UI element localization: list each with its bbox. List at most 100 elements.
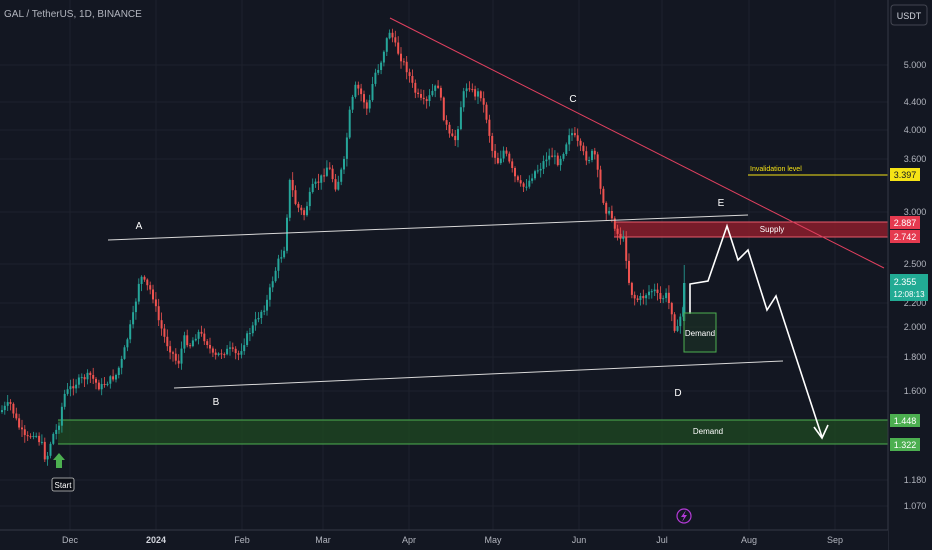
candle-body [519, 180, 522, 184]
candle-body [325, 167, 328, 176]
candle-body [539, 168, 542, 171]
candle-body [596, 154, 599, 170]
candle-body [23, 429, 26, 436]
candle-body [63, 393, 66, 407]
candle-body [648, 291, 650, 296]
y-tick-label: 2.500 [904, 259, 927, 269]
candle-body [402, 61, 405, 63]
candle-body [511, 161, 514, 168]
candle-body [573, 133, 576, 136]
candle-body [183, 335, 186, 349]
candle-body [445, 120, 448, 125]
candle-body [408, 72, 411, 76]
y-tick-label: 4.000 [904, 125, 927, 135]
candle-body [268, 287, 271, 300]
candle-body [468, 88, 471, 90]
currency-button[interactable]: USDT [890, 4, 928, 26]
candle-body [21, 427, 23, 430]
candle-body [474, 89, 477, 97]
candle-body [303, 210, 306, 216]
candle-body [485, 104, 488, 120]
candle-body [3, 405, 6, 411]
y-tick-labels: 5.000 4.400 4.000 3.600 3.000 2.500 2.20… [904, 60, 927, 511]
candle-body [363, 94, 365, 103]
candle-body [251, 325, 254, 334]
candle-body [172, 352, 174, 354]
x-tick-label: Jul [656, 535, 668, 545]
candle-body [593, 150, 596, 155]
candle-body [106, 383, 109, 386]
candle-body [18, 418, 21, 428]
demand-bottom-price-badge: 1.322 [890, 438, 920, 451]
candle-body [32, 436, 35, 437]
projected-path-arrowhead [813, 424, 829, 440]
candle-body [613, 218, 616, 229]
candle-body [266, 299, 268, 311]
candle-body [283, 250, 286, 258]
candle-body [231, 347, 234, 349]
candle-body [58, 425, 60, 430]
descending-trendline [389, 17, 885, 269]
candle-body [636, 298, 639, 300]
svg-text:3.397: 3.397 [894, 170, 917, 180]
candle-body [46, 455, 49, 460]
candle-body [211, 348, 214, 353]
candle-body [288, 180, 291, 218]
candle-body [112, 376, 115, 380]
candle-body [103, 384, 106, 385]
candle-body [605, 202, 608, 214]
candle-body [1, 410, 3, 412]
svg-text:1.322: 1.322 [894, 440, 917, 450]
lightning-icon[interactable] [676, 508, 692, 524]
candle-body [52, 433, 55, 444]
candle-body [568, 135, 571, 145]
candle-body [149, 285, 152, 290]
candle-body [123, 347, 126, 359]
invalidation-label: Invalidation level [750, 166, 802, 173]
candle-body [274, 270, 277, 282]
candle-body [254, 319, 257, 326]
demand-box [683, 312, 717, 353]
candle-body [328, 167, 331, 169]
candle-body [300, 207, 303, 211]
candle-body [502, 150, 505, 159]
candle-body [194, 338, 197, 341]
x-tick-label: Sep [827, 535, 843, 545]
candle-body [471, 89, 474, 91]
candle-body [134, 301, 137, 313]
label-c: C [569, 94, 576, 105]
candle-body [599, 169, 602, 189]
candle-body [536, 170, 539, 172]
candle-body [40, 441, 43, 443]
time-axis[interactable] [0, 530, 888, 550]
candle-body [354, 84, 357, 97]
candle-body [665, 292, 668, 299]
candle-body [667, 292, 670, 303]
y-tick-label: 1.070 [904, 501, 927, 511]
candle-body [462, 91, 465, 108]
candle-body [405, 61, 408, 73]
symbol-title[interactable]: GAL / TetherUS, 1D, BINANCE [4, 9, 142, 20]
candle-body [49, 443, 52, 456]
candle-body [388, 32, 391, 39]
label-e: E [718, 198, 725, 209]
candle-body [548, 155, 551, 160]
candle-body [437, 85, 440, 88]
candle-body [109, 376, 112, 384]
candle-body [457, 129, 459, 141]
candle-body [323, 175, 326, 177]
candle-body [434, 85, 437, 91]
candle-body [95, 378, 97, 383]
candle-body [280, 257, 283, 259]
candle-body [348, 109, 351, 138]
candle-body [628, 260, 630, 283]
candle-body [459, 107, 462, 130]
candle-body [639, 296, 642, 300]
candle-body [200, 331, 203, 334]
candle-body [343, 158, 345, 170]
candle-body [263, 310, 266, 312]
candle-body [534, 171, 536, 179]
candle-body [345, 137, 348, 159]
candle-body [223, 354, 226, 356]
